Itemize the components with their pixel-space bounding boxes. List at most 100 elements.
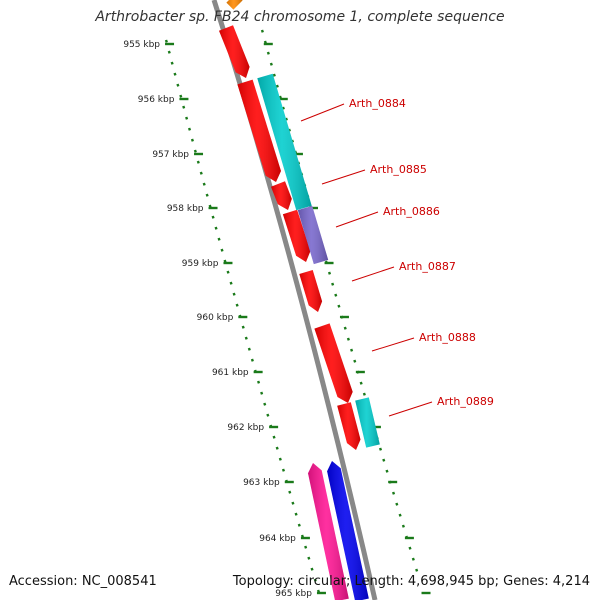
leader-line	[321, 169, 366, 185]
tick-dot	[343, 326, 347, 330]
leader-line	[388, 401, 433, 417]
gene-feature-shading	[282, 209, 311, 262]
tick-dot	[287, 128, 291, 132]
tick-dot	[220, 248, 224, 252]
leader-line	[335, 211, 379, 228]
tick-dot	[272, 435, 276, 439]
tick-dot	[313, 578, 317, 582]
tick-label: 959 kbp	[182, 259, 219, 269]
tick-dot	[272, 73, 276, 77]
gene-feature-shading	[308, 463, 349, 600]
tick-label: 962 kbp	[227, 423, 264, 433]
tick-dot	[331, 282, 335, 286]
leader-line	[351, 266, 395, 282]
tick-dot	[190, 138, 194, 142]
accession-text: Accession: NC_008541	[9, 574, 157, 589]
tick-dot	[288, 490, 292, 494]
gene-feature-shading	[337, 402, 361, 450]
tick-dot	[415, 568, 419, 572]
tick-dot	[382, 458, 386, 462]
gene-feature-shading	[355, 397, 380, 448]
tick-label: 961 kbp	[212, 368, 249, 378]
tick-label: 960 kbp	[197, 313, 234, 323]
tick-dot	[167, 50, 171, 54]
gene-feature-shading	[219, 25, 250, 78]
tick-dot	[217, 237, 221, 241]
gene-label: Arth_0888	[419, 331, 476, 344]
tick-label: 963 kbp	[243, 478, 280, 488]
tick-dot	[385, 469, 389, 473]
tick-dot	[205, 193, 209, 197]
tick-dot	[266, 413, 270, 417]
gene-feature-shading	[271, 181, 292, 210]
tick-dot	[398, 513, 402, 517]
tick-dot	[263, 402, 267, 406]
tick-dot	[310, 567, 314, 571]
tick-label: 964 kbp	[259, 534, 296, 544]
tick-dot	[199, 171, 203, 175]
tick-dot	[170, 61, 174, 65]
tick-dot	[346, 337, 350, 341]
tick-dot	[291, 501, 295, 505]
gene-labels: Arth_0884 Arth_0885 Arth_0886 Arth_0887 Arth…	[349, 97, 494, 408]
tick-label: 956 kbp	[138, 95, 175, 105]
tick-dot	[353, 359, 357, 363]
tick-dot	[185, 116, 189, 120]
tick-dot	[359, 381, 363, 385]
tick-dot	[307, 556, 311, 560]
tick-dot	[211, 215, 215, 219]
gene-feature-shading	[314, 323, 353, 403]
tick-dot	[193, 149, 197, 153]
tick-labels: 955 kbp 956 kbp 957 kbp 958 kbp 959 kbp 960 k…	[123, 40, 312, 599]
tick-label: 955 kbp	[123, 40, 160, 50]
tick-label: 958 kbp	[167, 204, 204, 214]
gene-label: Arth_0887	[399, 260, 456, 273]
tick-dot	[187, 127, 192, 131]
map-title: Arthrobacter sp. FB24 chromosome 1, comp…	[95, 9, 505, 25]
tick-dot	[196, 160, 200, 164]
tick-dot	[401, 524, 405, 528]
tick-dot	[173, 72, 177, 76]
tick-dot	[278, 457, 282, 461]
backbone-line	[211, 0, 378, 600]
tick-dot	[297, 523, 301, 527]
tick-dot	[294, 512, 298, 516]
tick-dot	[275, 446, 279, 450]
tick-dot	[164, 39, 168, 43]
tick-dot	[327, 271, 332, 275]
gene-feature-shading	[299, 270, 323, 312]
gene-feature-shading	[237, 79, 281, 182]
tick-dot	[362, 392, 366, 396]
tick-dot	[378, 447, 383, 451]
tick-track-left	[164, 39, 326, 595]
gene-label: Arth_0886	[383, 205, 440, 218]
tick-dot	[260, 391, 264, 395]
tick-dot	[179, 94, 183, 98]
tick-dot	[266, 51, 270, 55]
leader-line	[300, 103, 345, 122]
tick-dot	[275, 84, 279, 88]
tick-dot	[241, 325, 245, 329]
tick-dot	[334, 293, 338, 297]
tick-dot	[260, 29, 264, 33]
tick-dot	[176, 83, 180, 87]
tick-dot	[250, 358, 254, 362]
leader-line	[371, 337, 415, 352]
tick-dot	[226, 270, 230, 274]
tick-dot	[304, 545, 308, 549]
tick-dot	[281, 468, 285, 472]
tick-dot	[281, 106, 285, 110]
feature-track	[219, 0, 380, 600]
leader-lines	[300, 103, 433, 417]
tick-dot	[202, 182, 206, 186]
tick-label: 965 kbp	[275, 589, 312, 599]
tick-dot	[232, 292, 236, 296]
tick-dot	[350, 348, 354, 352]
tick-label: 957 kbp	[152, 150, 189, 160]
tick-dot	[408, 546, 412, 550]
tick-dot	[257, 380, 261, 384]
tick-dot	[284, 117, 288, 121]
tick-dot	[411, 557, 415, 561]
tick-dot	[337, 304, 341, 308]
